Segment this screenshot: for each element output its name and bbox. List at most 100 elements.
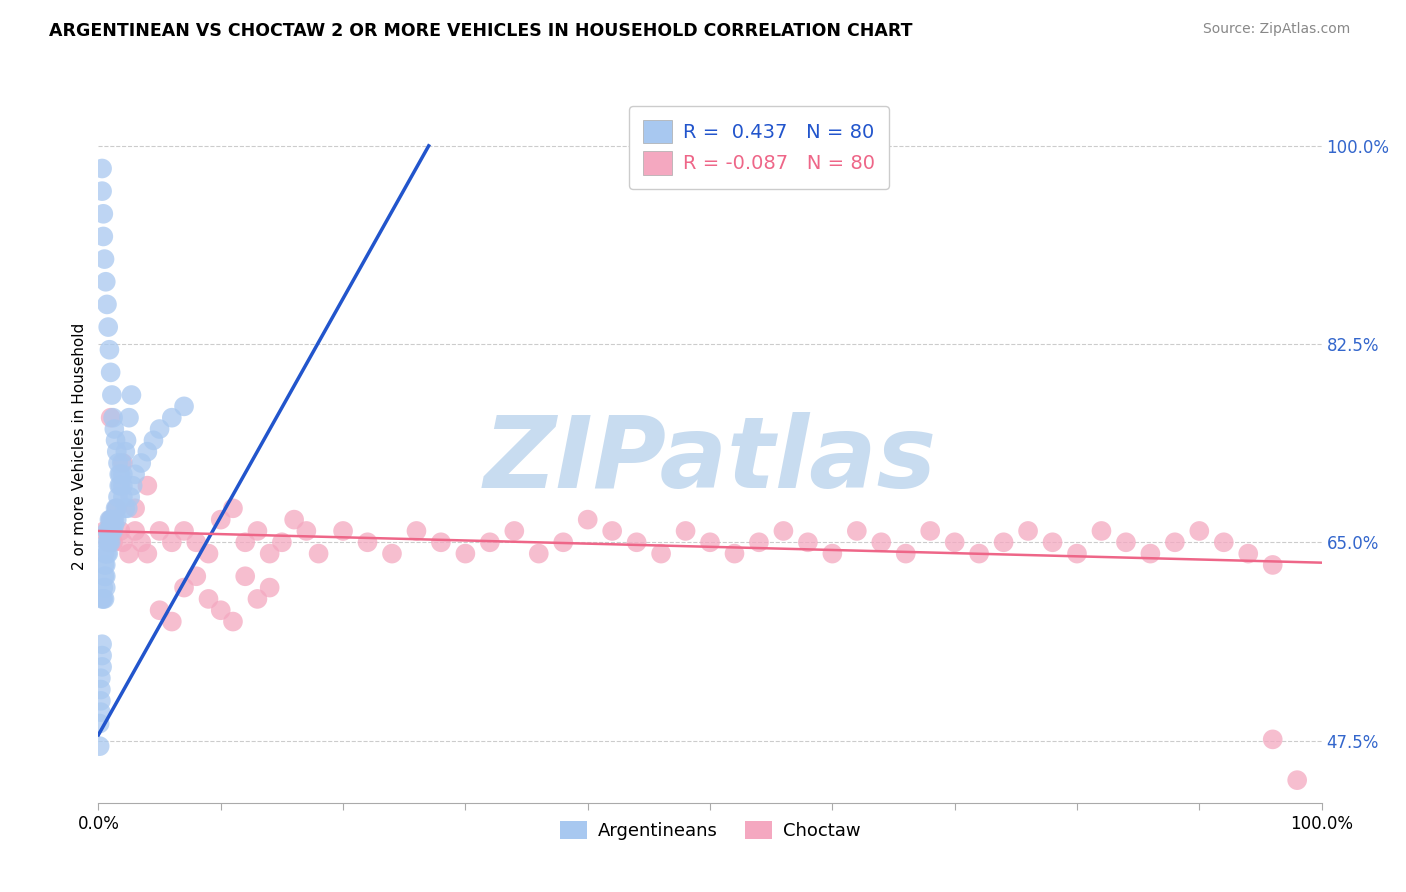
Point bbox=[967, 547, 990, 561]
Point bbox=[259, 581, 281, 595]
Point bbox=[101, 524, 124, 538]
Point bbox=[136, 547, 159, 561]
Point bbox=[943, 535, 966, 549]
Point bbox=[124, 524, 146, 538]
Point bbox=[845, 524, 868, 538]
Point bbox=[209, 513, 232, 527]
Point bbox=[91, 581, 114, 595]
Point bbox=[104, 434, 127, 448]
Point bbox=[91, 637, 114, 651]
Text: ZIPatlas: ZIPatlas bbox=[484, 412, 936, 508]
Point bbox=[94, 569, 117, 583]
Point bbox=[111, 456, 134, 470]
Point bbox=[1017, 524, 1039, 538]
Point bbox=[197, 591, 219, 606]
Point bbox=[233, 535, 256, 549]
Point bbox=[870, 535, 893, 549]
Point bbox=[114, 501, 136, 516]
Point bbox=[136, 444, 159, 458]
Point bbox=[98, 513, 121, 527]
Legend: Argentineans, Choctaw: Argentineans, Choctaw bbox=[553, 814, 868, 847]
Point bbox=[91, 660, 114, 674]
Point bbox=[97, 535, 120, 549]
Point bbox=[1212, 535, 1234, 549]
Point bbox=[91, 591, 114, 606]
Point bbox=[723, 547, 745, 561]
Point bbox=[1139, 547, 1161, 561]
Point bbox=[186, 569, 208, 583]
Point bbox=[91, 161, 114, 176]
Point bbox=[98, 524, 121, 538]
Point bbox=[96, 535, 118, 549]
Point bbox=[93, 252, 115, 266]
Point bbox=[101, 535, 124, 549]
Point bbox=[115, 434, 138, 448]
Point bbox=[111, 490, 134, 504]
Point bbox=[118, 547, 141, 561]
Point bbox=[626, 535, 648, 549]
Point bbox=[108, 467, 131, 482]
Point bbox=[332, 524, 354, 538]
Point bbox=[121, 478, 143, 492]
Point bbox=[105, 501, 128, 516]
Point bbox=[100, 524, 122, 538]
Point bbox=[94, 558, 117, 572]
Point bbox=[173, 581, 195, 595]
Point bbox=[1066, 547, 1088, 561]
Point bbox=[101, 513, 124, 527]
Point bbox=[222, 501, 245, 516]
Point bbox=[821, 547, 844, 561]
Point bbox=[381, 547, 404, 561]
Point bbox=[209, 603, 232, 617]
Point bbox=[129, 456, 152, 470]
Point bbox=[259, 547, 281, 561]
Point bbox=[1090, 524, 1112, 538]
Point bbox=[527, 547, 550, 561]
Point bbox=[101, 410, 124, 425]
Point bbox=[108, 478, 131, 492]
Point bbox=[120, 388, 142, 402]
Point bbox=[103, 422, 125, 436]
Point bbox=[1188, 524, 1211, 538]
Point bbox=[93, 591, 115, 606]
Point bbox=[356, 535, 378, 549]
Point bbox=[1237, 547, 1260, 561]
Point bbox=[173, 524, 195, 538]
Point bbox=[107, 456, 129, 470]
Point bbox=[114, 444, 136, 458]
Point bbox=[93, 547, 115, 561]
Point bbox=[97, 524, 120, 538]
Text: ARGENTINEAN VS CHOCTAW 2 OR MORE VEHICLES IN HOUSEHOLD CORRELATION CHART: ARGENTINEAN VS CHOCTAW 2 OR MORE VEHICLE… bbox=[49, 22, 912, 40]
Point bbox=[103, 518, 125, 533]
Point bbox=[186, 535, 208, 549]
Point bbox=[97, 320, 120, 334]
Point bbox=[101, 513, 124, 527]
Point bbox=[503, 524, 526, 538]
Point bbox=[100, 513, 122, 527]
Point bbox=[1261, 558, 1284, 572]
Point bbox=[124, 501, 146, 516]
Point bbox=[1042, 535, 1064, 549]
Point bbox=[93, 524, 115, 538]
Point bbox=[1115, 535, 1137, 549]
Point bbox=[90, 682, 112, 697]
Point bbox=[91, 648, 114, 663]
Point bbox=[160, 535, 183, 549]
Point bbox=[576, 513, 599, 527]
Point bbox=[650, 547, 672, 561]
Point bbox=[149, 524, 172, 538]
Point bbox=[308, 547, 330, 561]
Point bbox=[103, 513, 125, 527]
Point bbox=[129, 535, 152, 549]
Point bbox=[993, 535, 1015, 549]
Point bbox=[111, 467, 134, 482]
Point bbox=[110, 467, 132, 482]
Point bbox=[173, 400, 195, 414]
Point bbox=[675, 524, 697, 538]
Point bbox=[454, 547, 477, 561]
Point bbox=[93, 558, 115, 572]
Point bbox=[246, 591, 269, 606]
Point bbox=[160, 410, 183, 425]
Point bbox=[105, 513, 128, 527]
Point bbox=[111, 456, 134, 470]
